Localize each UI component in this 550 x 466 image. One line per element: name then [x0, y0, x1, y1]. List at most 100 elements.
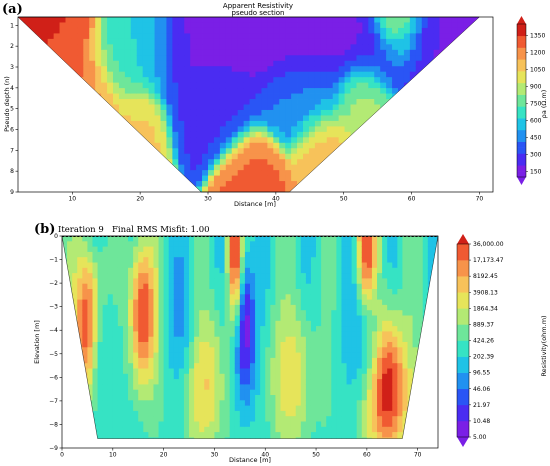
- model-cell: [295, 421, 302, 428]
- pseudo-cell: [243, 109, 250, 116]
- model-cell: [214, 283, 220, 290]
- pseudo-cell: [457, 137, 464, 144]
- model-cell: [87, 357, 93, 364]
- model-cell: [72, 342, 78, 348]
- model-cell: [250, 304, 256, 311]
- model-cell: [331, 304, 337, 311]
- pseudo-cell: [433, 137, 440, 144]
- model-cell: [158, 347, 165, 353]
- model-cell: [133, 273, 139, 279]
- pseudo-cell: [314, 44, 322, 51]
- pseudo-cell: [374, 82, 381, 89]
- model-cell: [336, 273, 342, 279]
- model-cell: [265, 437, 271, 439]
- pseudo-cell: [160, 142, 167, 149]
- pseudo-cell: [326, 142, 334, 149]
- model-cell: [209, 294, 215, 300]
- model-cell: [214, 400, 220, 406]
- pseudo-cell: [136, 60, 144, 67]
- model-cell: [305, 320, 312, 327]
- model-cell: [102, 400, 109, 406]
- model-cell: [112, 241, 119, 247]
- pseudo-cell: [166, 82, 173, 89]
- pseudo-cell: [398, 175, 405, 182]
- model-cell: [214, 443, 219, 449]
- pseudo-cell: [184, 82, 191, 89]
- pseudo-cell: [285, 153, 292, 160]
- pseudo-cell: [249, 22, 256, 29]
- model-cell: [92, 273, 98, 279]
- model-cell: [183, 267, 190, 274]
- pseudo-cell: [291, 82, 298, 89]
- pseudo-cell: [308, 77, 316, 84]
- model-cell: [128, 304, 134, 311]
- pseudo-cell: [41, 148, 49, 155]
- x-tick-label: 60: [408, 196, 416, 203]
- model-cell: [199, 368, 205, 375]
- model-cell: [255, 294, 261, 300]
- pseudo-cell: [421, 17, 429, 23]
- pseudo-cell: [243, 164, 250, 171]
- model-cell: [234, 379, 241, 385]
- pseudo-cell: [392, 175, 399, 182]
- model-cell: [285, 251, 292, 258]
- pseudo-cell: [148, 99, 155, 105]
- model-cell: [285, 373, 292, 380]
- model-cell: [219, 384, 225, 391]
- model-cell: [265, 416, 271, 422]
- model-cell: [270, 395, 276, 401]
- pseudo-cell: [273, 159, 280, 166]
- model-cell: [244, 352, 251, 359]
- pseudo-cell: [409, 49, 417, 56]
- pseudo-cell: [487, 105, 493, 111]
- model-cell: [112, 416, 119, 422]
- model-cell: [128, 326, 134, 332]
- pseudo-cell: [47, 38, 55, 45]
- model-cell: [280, 352, 286, 359]
- model-cell: [219, 363, 225, 369]
- pseudo-cell: [308, 186, 316, 192]
- pseudo-cell: [71, 175, 78, 182]
- pseudo-cell: [421, 164, 429, 171]
- model-cell: [138, 389, 144, 396]
- pseudo-cell: [403, 88, 411, 94]
- pseudo-cell: [481, 154, 487, 160]
- pseudo-cell: [386, 77, 393, 84]
- pseudo-cell: [273, 104, 280, 111]
- model-cell: [87, 363, 93, 369]
- pseudo-cell: [285, 126, 292, 133]
- model-cell: [300, 299, 307, 306]
- pseudo-cell: [23, 71, 31, 78]
- pseudo-cell: [291, 22, 298, 29]
- pseudo-cell: [142, 142, 150, 149]
- pseudo-cell: [469, 99, 476, 105]
- model-cell: [224, 426, 231, 433]
- model-cell: [133, 236, 139, 242]
- model-cell: [260, 432, 266, 438]
- model-cell: [214, 373, 220, 380]
- model-cell: [163, 278, 170, 285]
- pseudo-cell: [439, 115, 446, 122]
- model-cell: [234, 257, 241, 263]
- pseudo-cell: [213, 77, 221, 84]
- model-cell: [72, 299, 78, 306]
- pseudo-cell: [255, 181, 262, 187]
- pseudo-cell: [190, 49, 197, 56]
- pseudo-cell: [208, 164, 215, 171]
- model-cell: [209, 389, 215, 396]
- pseudo-cell: [83, 148, 90, 155]
- model-cell: [148, 437, 154, 439]
- model-cell: [143, 336, 149, 343]
- pseudo-cell: [202, 38, 209, 45]
- model-cell: [173, 257, 180, 263]
- model-cell: [244, 437, 251, 439]
- model-cell: [321, 326, 327, 332]
- pseudo-cell: [421, 186, 429, 192]
- pseudo-cell: [285, 55, 292, 62]
- pseudo-cell: [107, 181, 114, 187]
- pseudo-cell: [463, 33, 470, 40]
- pseudo-cell: [291, 159, 298, 166]
- pseudo-cell: [23, 93, 31, 100]
- model-cell: [107, 236, 114, 242]
- model-cell: [178, 416, 185, 422]
